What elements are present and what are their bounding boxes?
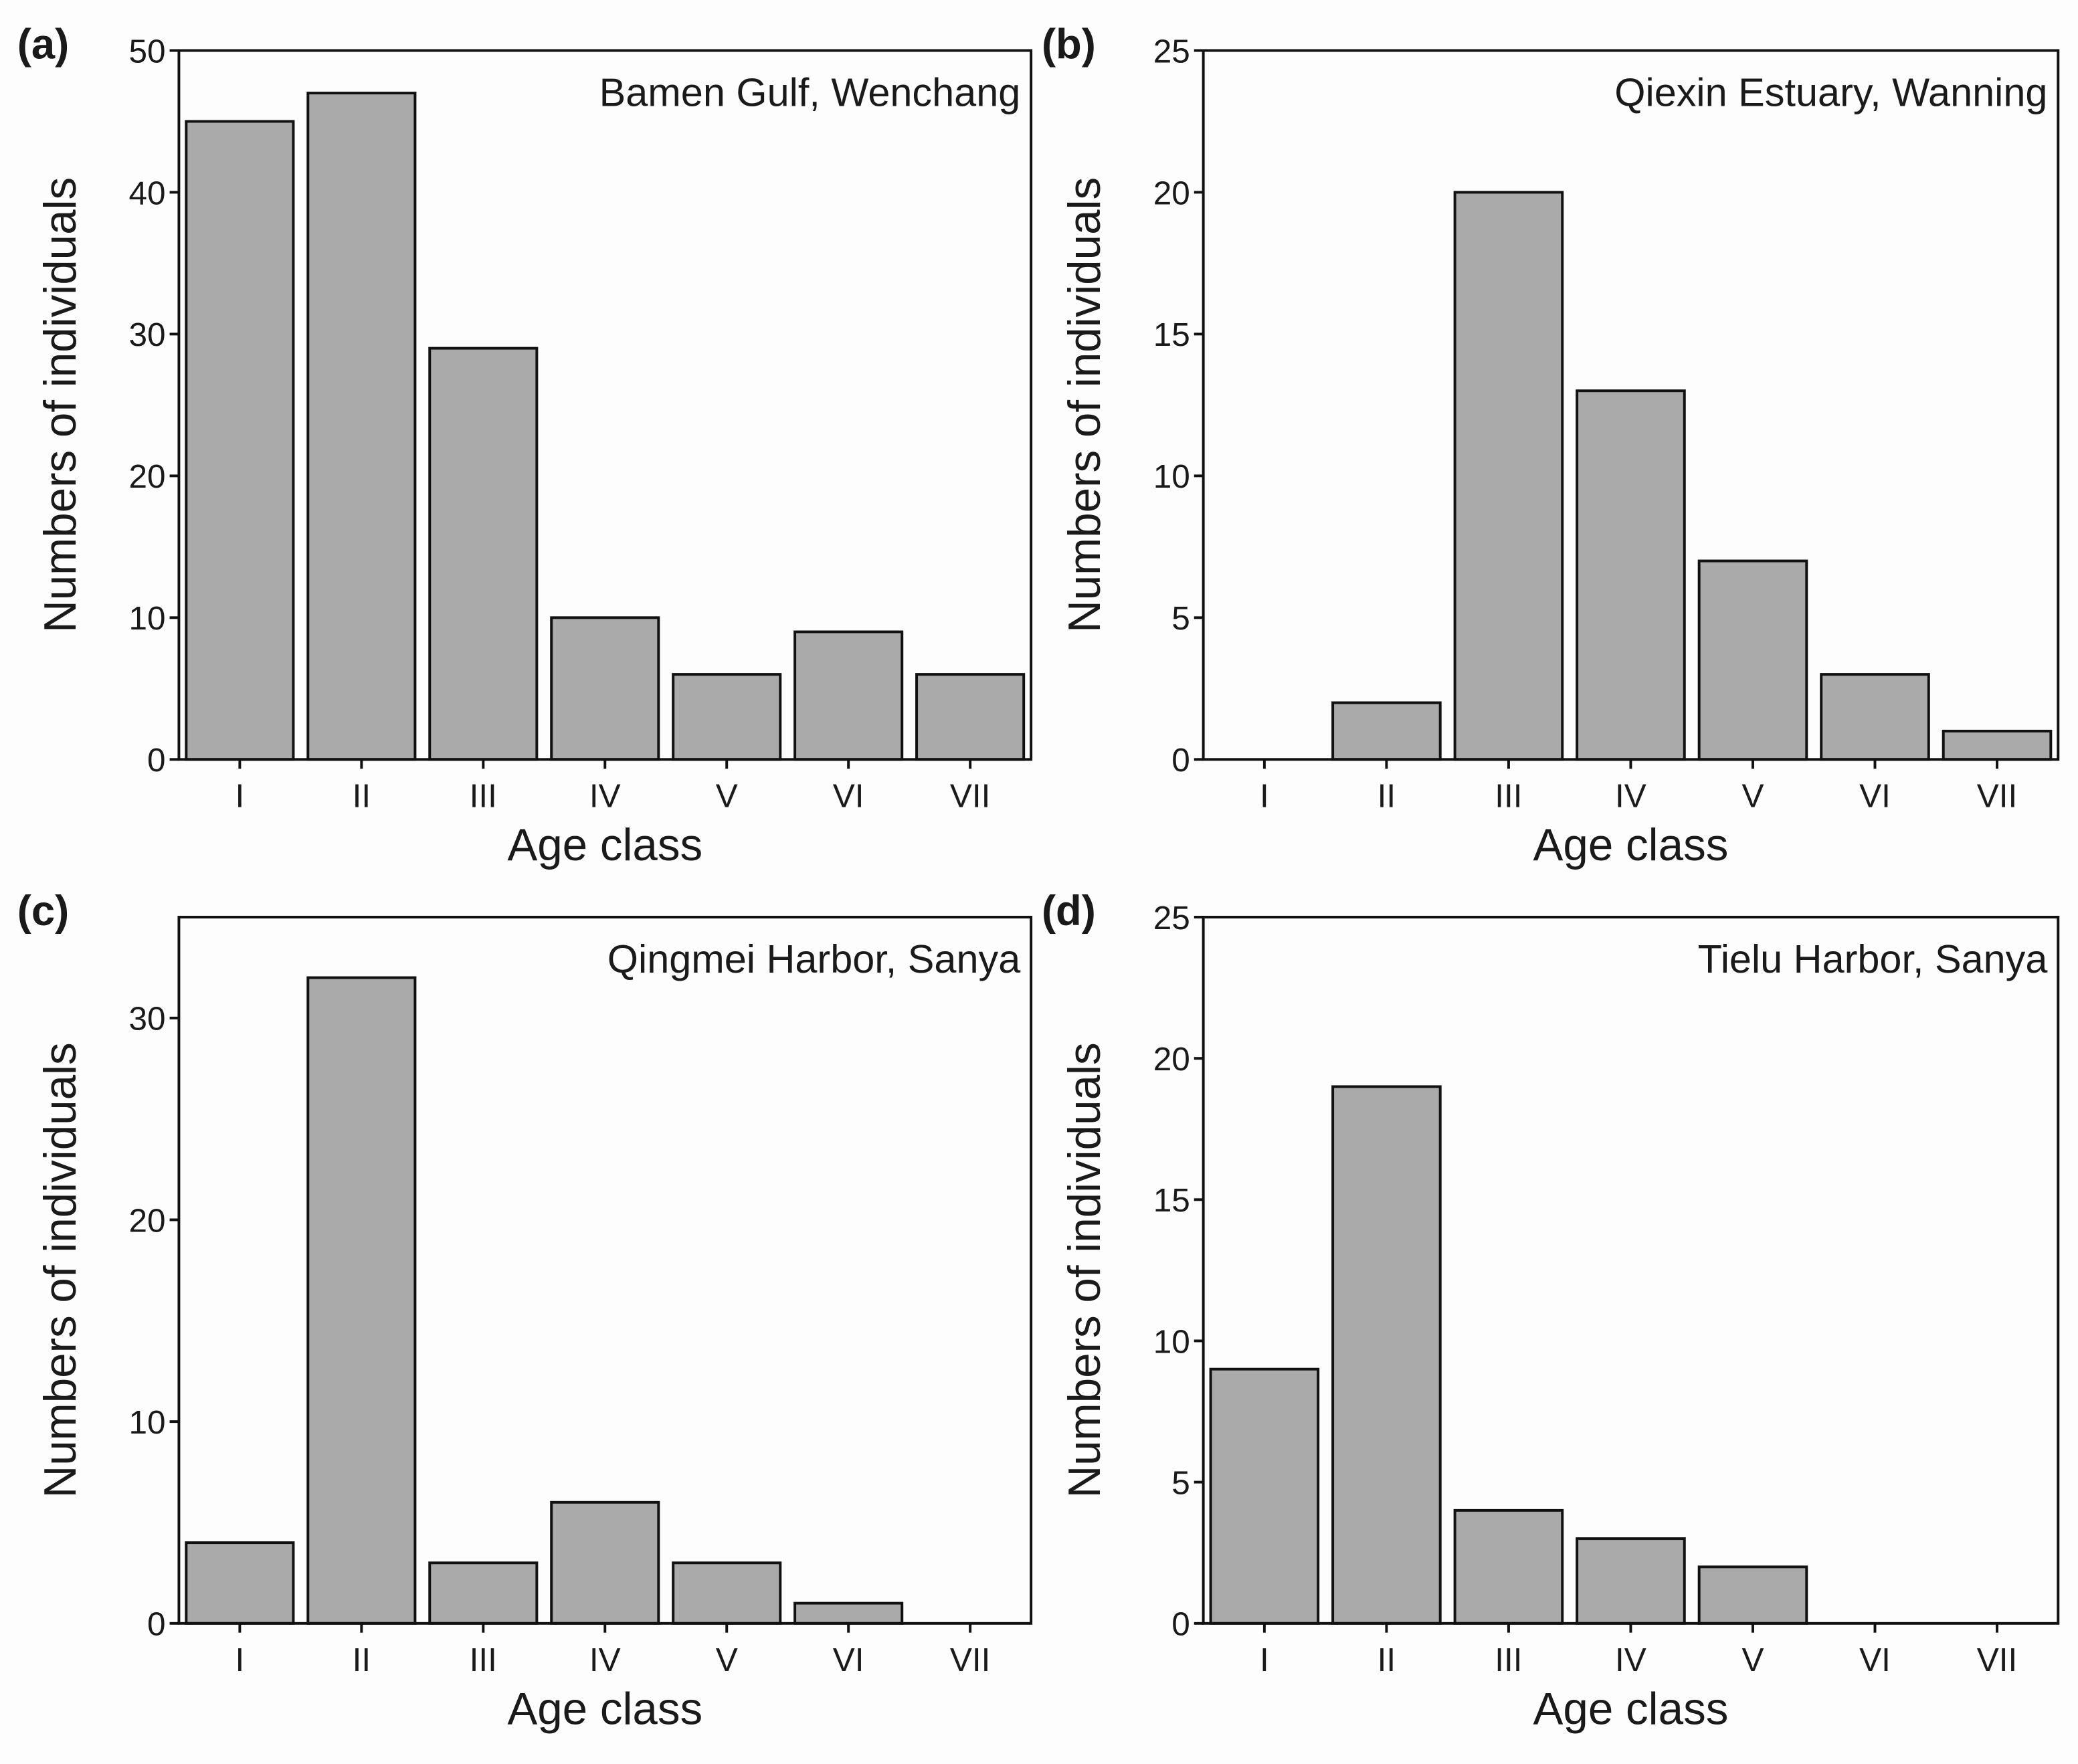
x-axis-label: Age class [507,1684,702,1734]
bar [306,92,417,761]
panel-label: (b) [1042,21,1096,68]
y-tick-label: 25 [1153,900,1190,937]
x-tick-label: V [1741,778,1764,815]
x-tick-label: VI [1859,778,1891,815]
bar [1820,673,1930,761]
panel-label: (d) [1042,888,1096,935]
y-tick-label: 0 [147,742,166,779]
bar [793,1601,904,1625]
x-tick-label: VI [833,778,864,815]
y-tick-label: 10 [129,600,166,637]
x-axis-label: Age class [507,820,702,870]
bar [185,1541,295,1625]
bar [1453,191,1564,761]
x-tick-label: VI [1859,1642,1891,1678]
bar [1453,1508,1564,1625]
plot-frame [1202,916,2060,1625]
x-tick-label: I [235,1642,245,1678]
y-tick-label: 10 [129,1404,166,1441]
x-tick-label: II [1378,778,1396,815]
bar [1576,1537,1686,1625]
y-tick-label: 10 [1153,458,1190,495]
bar [428,1561,539,1625]
x-tick-label: II [353,778,371,815]
x-tick-label: VII [1977,778,2018,815]
bar [1576,389,1686,761]
y-tick-label: 20 [1153,175,1190,211]
y-axis-label: Numbers of individuals [1060,1042,1110,1498]
bar [1331,701,1442,761]
bar [185,120,295,761]
x-axis-label: Age class [1533,820,1729,870]
bar [1697,559,1808,761]
y-tick-label: 15 [1153,1182,1190,1219]
x-tick-label: IV [1615,778,1646,815]
y-tick-label: 25 [1153,33,1190,70]
x-tick-label: V [716,1642,738,1678]
x-axis-label: Age class [1533,1684,1729,1734]
annotation: Qingmei Harbor, Sanya [607,937,1021,981]
y-tick-label: 10 [1153,1323,1190,1360]
annotation: Tielu Harbor, Sanya [1698,937,2049,981]
y-tick-label: 0 [1171,1606,1190,1643]
y-tick-label: 50 [129,33,166,70]
y-tick-label: 5 [1171,600,1190,637]
x-tick-label: IV [589,1642,621,1678]
bar [672,673,782,761]
x-tick-label: VII [950,1642,991,1678]
y-tick-label: 0 [1171,742,1190,779]
x-tick-label: I [1260,1642,1269,1678]
x-tick-label: IV [1615,1642,1646,1678]
bar [550,616,660,761]
x-tick-label: VII [1977,1642,2018,1678]
bar [1209,1367,1320,1625]
bar [1942,729,2053,761]
bar [550,1500,660,1625]
y-axis-label: Numbers of individuals [35,177,86,633]
bar [306,976,417,1625]
y-tick-label: 20 [1153,1041,1190,1078]
bar [1331,1085,1442,1625]
y-tick-label: 20 [129,1202,166,1239]
bar [428,347,539,761]
panel-label: (a) [17,21,69,68]
bar [915,673,1026,761]
x-tick-label: III [1495,1642,1522,1678]
annotation: Qiexin Estuary, Wanning [1614,70,2047,115]
panel-label: (c) [17,888,69,935]
x-tick-label: V [716,778,738,815]
y-tick-label: 5 [1171,1464,1190,1501]
x-tick-label: I [1260,778,1269,815]
y-tick-label: 40 [129,175,166,211]
x-tick-label: VI [833,1642,864,1678]
y-axis-label: Numbers of individuals [35,1042,86,1498]
plot-frame [177,49,1033,761]
annotation: Bamen Gulf, Wenchang [599,70,1021,115]
bar [672,1561,782,1625]
x-tick-label: II [1378,1642,1396,1678]
y-tick-label: 20 [129,458,166,495]
x-tick-label: IV [589,778,621,815]
y-tick-label: 30 [129,316,166,353]
x-tick-label: V [1741,1642,1764,1678]
bar [793,630,904,761]
x-tick-label: VII [950,778,991,815]
plot-frame [177,916,1033,1625]
x-tick-label: I [235,778,245,815]
y-tick-label: 30 [129,1001,166,1038]
y-axis-label: Numbers of individuals [1060,177,1110,633]
y-tick-label: 15 [1153,316,1190,353]
x-tick-label: III [470,778,497,815]
x-tick-label: III [470,1642,497,1678]
x-tick-label: III [1495,778,1522,815]
bar [1697,1565,1808,1625]
plot-frame [1202,49,2060,761]
y-tick-label: 0 [147,1606,166,1643]
x-tick-label: II [353,1642,371,1678]
